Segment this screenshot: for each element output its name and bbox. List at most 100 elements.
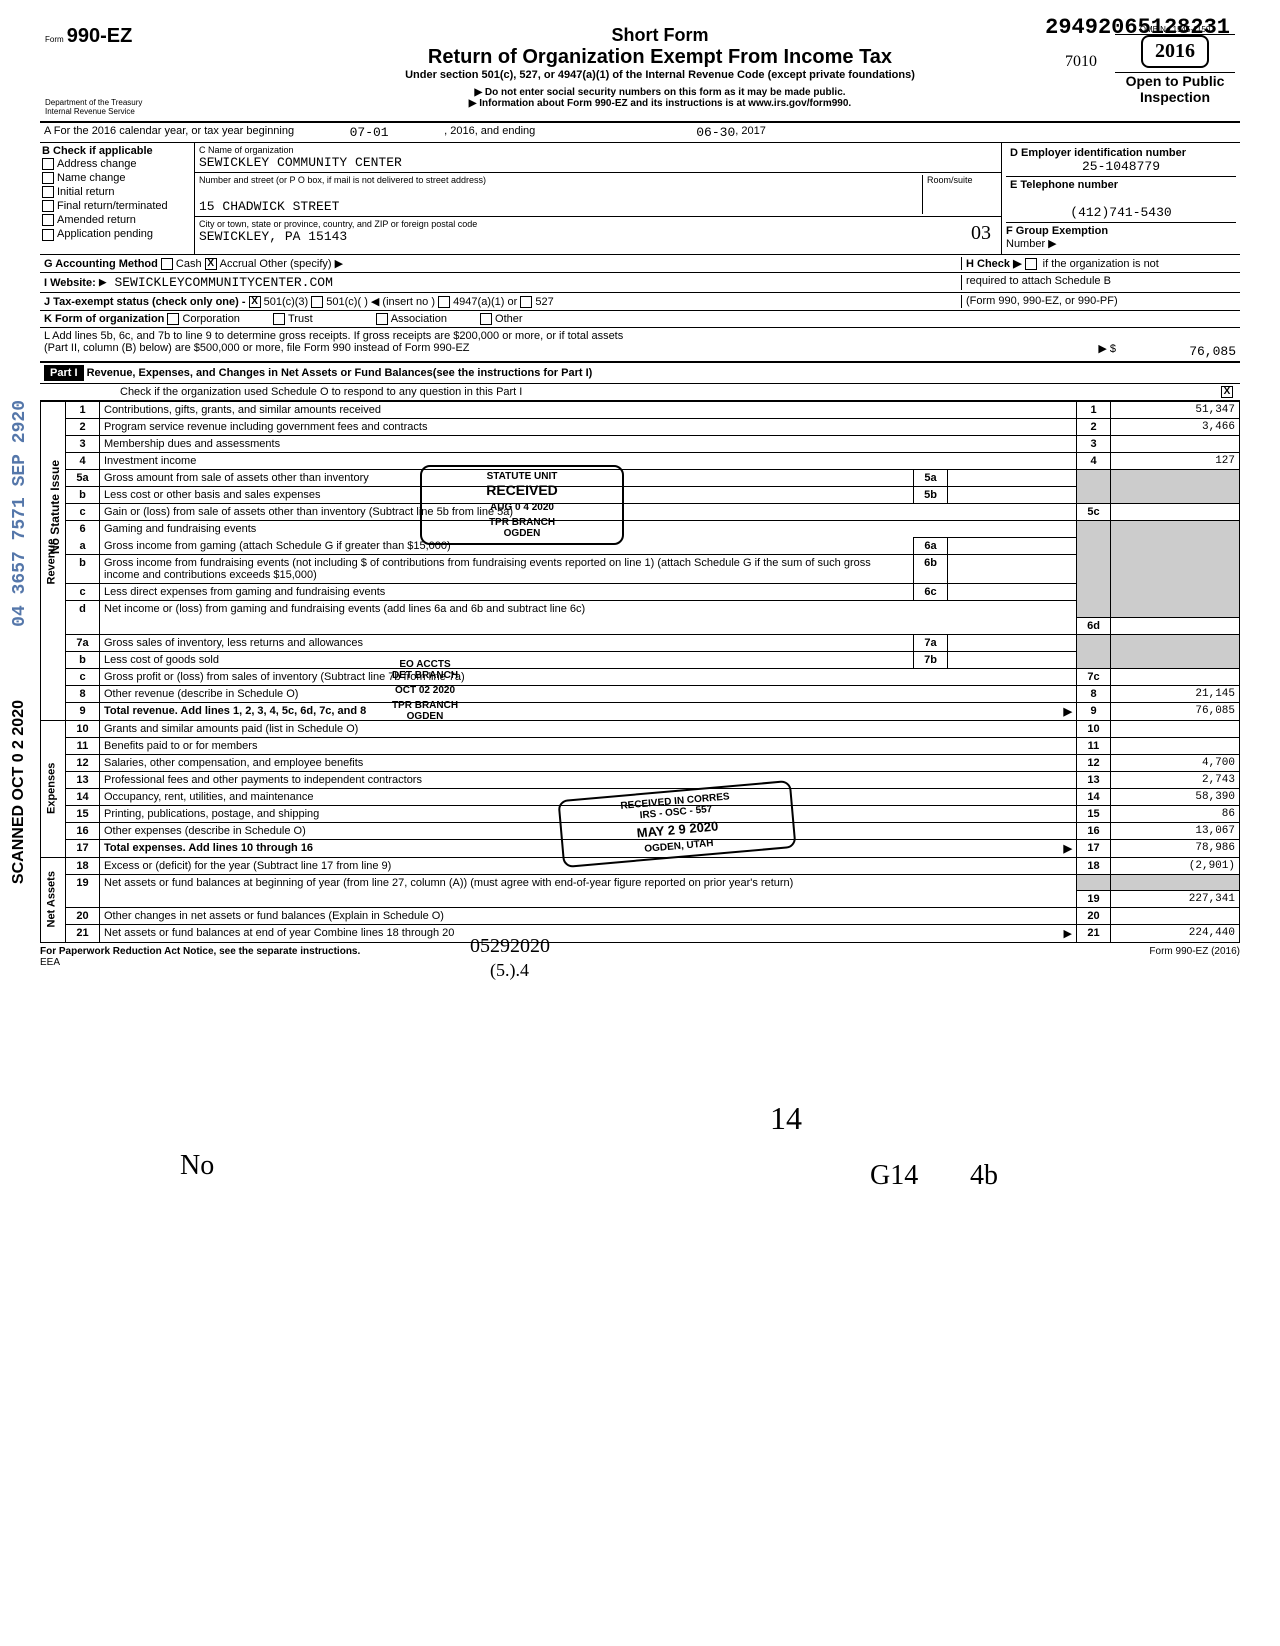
line-6d-desc: Net income or (loss) from gaming and fun… xyxy=(100,601,1077,618)
line-4-num: 4 xyxy=(66,453,100,470)
other-method-label: Other (specify) ▶ xyxy=(259,258,343,270)
line-15-box: 15 xyxy=(1077,805,1111,822)
check-name-change[interactable] xyxy=(42,172,54,184)
check-application-pending[interactable] xyxy=(42,229,54,241)
net-assets-vert-label: Net Assets xyxy=(41,857,66,943)
city-label: City or town, state or province, country… xyxy=(199,219,997,229)
side-stamp-scanned: SCANNED OCT 0 2 2020 xyxy=(10,700,28,884)
line-6d-amount xyxy=(1111,617,1240,634)
check-amended-return[interactable] xyxy=(42,214,54,226)
line-20-desc: Other changes in net assets or fund bala… xyxy=(100,908,1077,925)
row-l-text2: (Part II, column (B) below) are $500,000… xyxy=(44,342,470,354)
line-21-num: 21 xyxy=(66,925,100,943)
line-13-num: 13 xyxy=(66,771,100,788)
handwritten-03: 03 xyxy=(971,222,991,245)
line-14-amount: 58,390 xyxy=(1111,788,1240,805)
line-5a-amount xyxy=(948,470,1077,487)
street-address: 15 CHADWICK STREET xyxy=(199,199,922,214)
line-6a-amount xyxy=(948,538,1077,555)
phone-value: (412)741-5430 xyxy=(1010,205,1232,220)
line-7b-num: b xyxy=(66,651,100,668)
check-4947[interactable] xyxy=(438,296,450,308)
check-501c[interactable] xyxy=(311,296,323,308)
tax-year-begin: 07-01 xyxy=(294,125,444,140)
line-21-desc: Net assets or fund balances at end of ye… xyxy=(104,927,454,939)
line-17-num: 17 xyxy=(66,839,100,857)
assoc-label: Association xyxy=(391,313,447,325)
gross-receipts-amount: 76,085 xyxy=(1116,330,1236,359)
line-16-box: 16 xyxy=(1077,822,1111,839)
check-corp[interactable] xyxy=(167,313,179,325)
line-2-box: 2 xyxy=(1077,419,1111,436)
section-b-label: B Check if applicable xyxy=(42,145,192,157)
line-9-desc: Total revenue. Add lines 1, 2, 3, 4, 5c,… xyxy=(104,705,366,717)
check-accrual[interactable] xyxy=(205,258,217,270)
line-6a-num: a xyxy=(66,538,100,555)
ein-label: D Employer identification number xyxy=(1010,147,1232,159)
line-10-box: 10 xyxy=(1077,720,1111,737)
line-10-num: 10 xyxy=(66,720,100,737)
check-final-return[interactable] xyxy=(42,200,54,212)
line-6b-num: b xyxy=(66,555,100,584)
line-13-desc: Professional fees and other payments to … xyxy=(100,771,1077,788)
line-11-desc: Benefits paid to or for members xyxy=(100,737,1077,754)
line-5a-box: 5a xyxy=(914,470,948,487)
line-5c-box: 5c xyxy=(1077,504,1111,521)
tax-exempt-label: J Tax-exempt status (check only one) - xyxy=(44,296,246,308)
line-11-amount xyxy=(1111,737,1240,754)
check-not-required-sched-b[interactable] xyxy=(1025,258,1037,270)
line-9-box: 9 xyxy=(1077,702,1111,720)
gray-7-amt xyxy=(1111,634,1240,668)
line-19-box: 19 xyxy=(1077,891,1111,908)
eea: EEA xyxy=(40,957,60,968)
line-17-box: 17 xyxy=(1077,839,1111,857)
check-label-2: Initial return xyxy=(57,186,114,198)
line-6c-num: c xyxy=(66,584,100,601)
handwritten-4b: 4b xyxy=(970,1160,998,1192)
line-21-amount: 224,440 xyxy=(1111,925,1240,943)
check-other-org[interactable] xyxy=(480,313,492,325)
line-12-num: 12 xyxy=(66,754,100,771)
check-assoc[interactable] xyxy=(376,313,388,325)
line-5c-desc: Gain or (loss) from sale of assets other… xyxy=(100,504,1077,521)
row-l-text1: L Add lines 5b, 6c, and 7b to line 9 to … xyxy=(44,330,1116,342)
insert-no-label: ) ◀ (insert no ) xyxy=(364,296,435,308)
line-16-num: 16 xyxy=(66,822,100,839)
gray-19 xyxy=(1077,874,1111,891)
website-label: I Website: xyxy=(44,277,96,289)
line-6b-amount xyxy=(948,555,1077,584)
line-15-amount: 86 xyxy=(1111,805,1240,822)
check-501c3[interactable] xyxy=(249,296,261,308)
check-527[interactable] xyxy=(520,296,532,308)
line-14-desc: Occupancy, rent, utilities, and maintena… xyxy=(100,788,1077,805)
open-to-public: Open to Public xyxy=(1115,73,1235,89)
part1-check-text: Check if the organization used Schedule … xyxy=(120,386,522,398)
line-7b-desc: Less cost of goods sold xyxy=(100,651,914,668)
line-6d-num: d xyxy=(66,601,100,618)
line-15-desc: Printing, publications, postage, and shi… xyxy=(100,805,1077,822)
line-18-num: 18 xyxy=(66,857,100,874)
form-prefix: Form xyxy=(45,35,64,44)
website-value: ▶ SEWICKLEYCOMMUNITYCENTER.COM xyxy=(99,275,333,290)
check-schedule-o[interactable] xyxy=(1221,386,1233,398)
check-initial-return[interactable] xyxy=(42,186,54,198)
check-address-change[interactable] xyxy=(42,158,54,170)
check-trust[interactable] xyxy=(273,313,285,325)
short-form-label: Short Form xyxy=(215,25,1105,46)
gray-7 xyxy=(1077,634,1111,668)
line-11-box: 11 xyxy=(1077,737,1111,754)
line-3-box: 3 xyxy=(1077,436,1111,453)
line-5a-num: 5a xyxy=(66,470,100,487)
line-6b-desc: Gross income from fundraising events (no… xyxy=(100,555,914,584)
line-11-num: 11 xyxy=(66,737,100,754)
subtitle: Under section 501(c), 527, or 4947(a)(1)… xyxy=(215,69,1105,81)
gray-5ab xyxy=(1077,470,1111,504)
check-cash[interactable] xyxy=(161,258,173,270)
line-20-box: 20 xyxy=(1077,908,1111,925)
group-exemption-label: F Group Exemption xyxy=(1006,225,1236,237)
h-text3: (Form 990, 990-EZ, or 990-PF) xyxy=(961,295,1236,308)
line-18-desc: Excess or (deficit) for the year (Subtra… xyxy=(100,857,1077,874)
street-label: Number and street (or P O box, if mail i… xyxy=(199,175,922,185)
row-a-mid: , 2016, and ending xyxy=(444,125,535,140)
tax-year-end: 06-30 xyxy=(535,125,735,140)
